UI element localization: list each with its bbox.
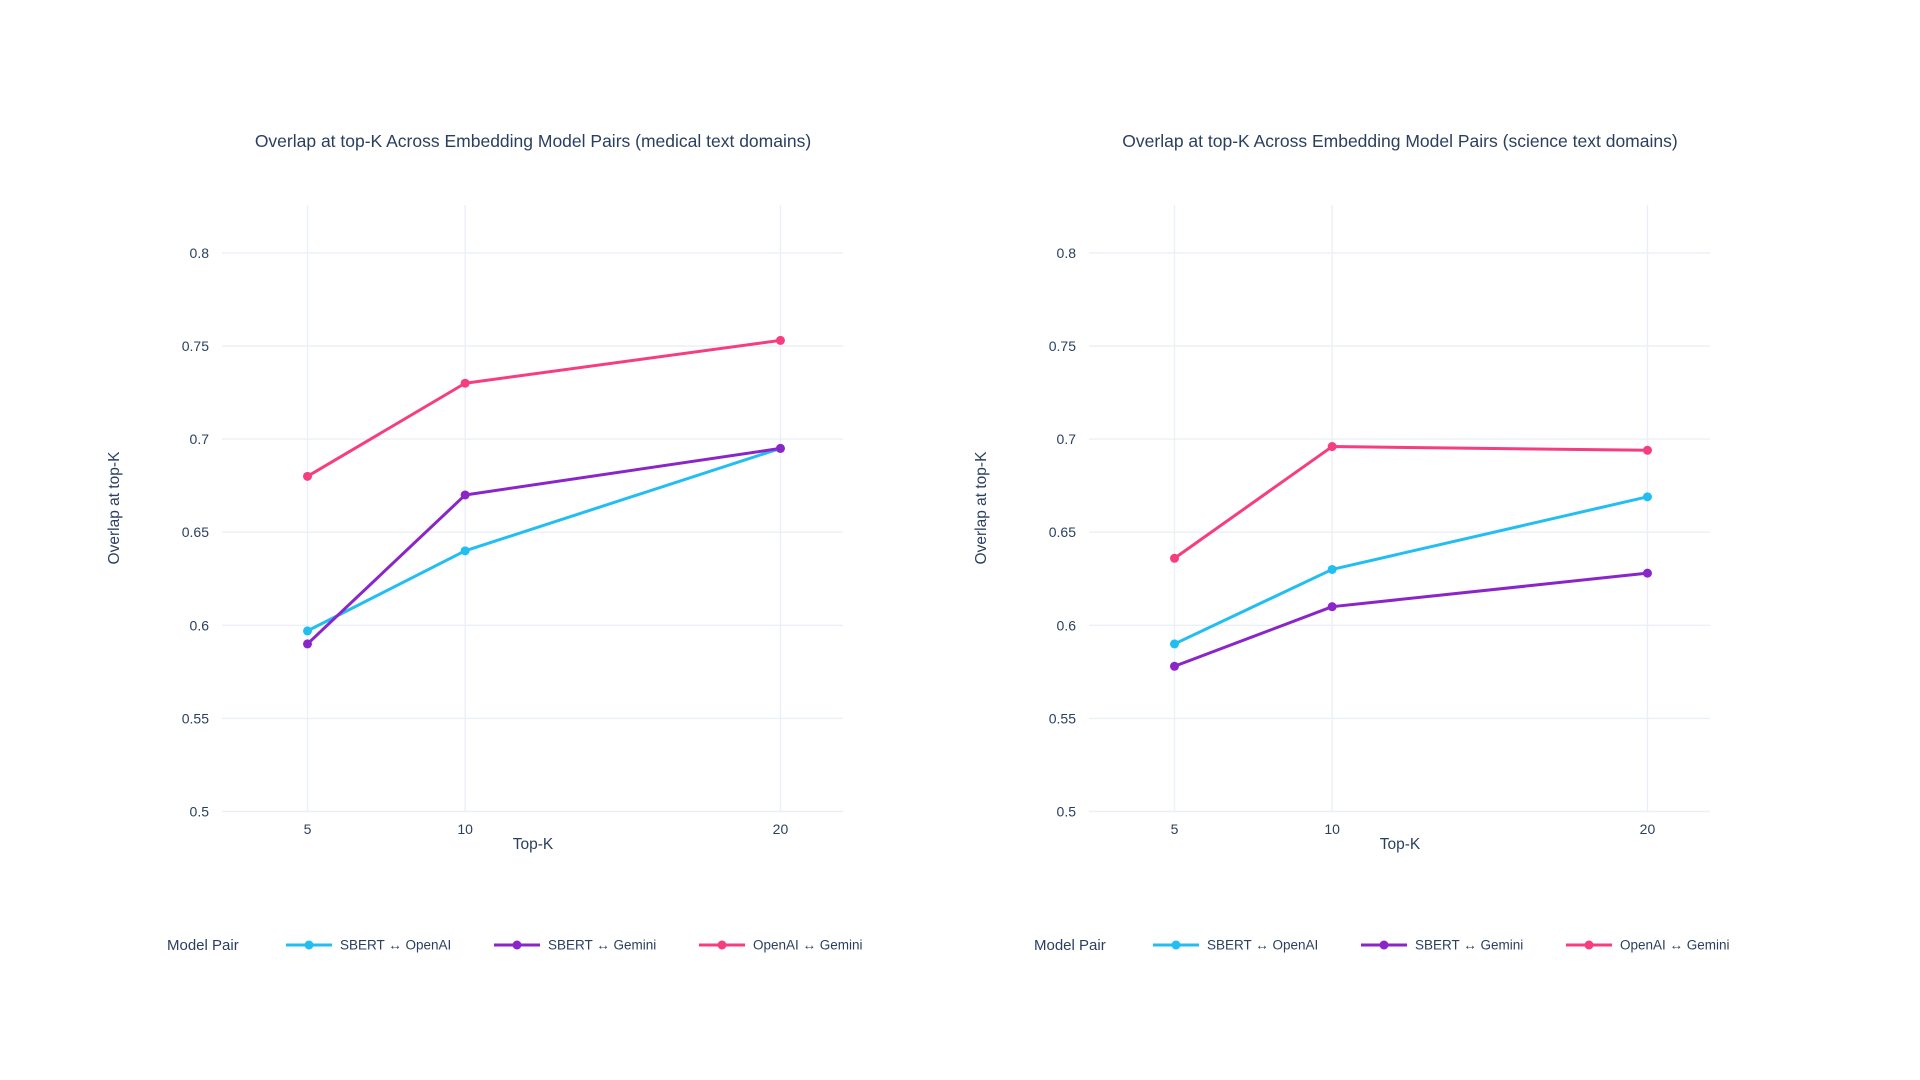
legend-item-label: SBERT ↔ OpenAI <box>340 938 451 953</box>
data-point-sbert-openai-k10[interactable] <box>460 546 470 556</box>
legend-title: Model Pair <box>167 937 239 954</box>
y-axis-title: Overlap at top-K <box>973 451 990 565</box>
legend-marker-dot <box>512 940 522 950</box>
legend-item-sbert-openai[interactable]: SBERT ↔ OpenAI <box>286 938 451 953</box>
y-tick-label: 0.65 <box>182 524 209 540</box>
data-point-sbert-openai-k5[interactable] <box>1170 639 1179 649</box>
y-tick-label: 0.6 <box>1057 617 1077 633</box>
data-point-openai-gemini-k20[interactable] <box>1642 445 1652 455</box>
legend-item-label: SBERT ↔ OpenAI <box>1207 938 1318 953</box>
y-tick-label: 0.75 <box>1049 338 1076 354</box>
legend-item-label: SBERT ↔ Gemini <box>548 938 656 953</box>
y-tick-label: 0.5 <box>1057 804 1077 820</box>
legend-item-sbert-gemini[interactable]: SBERT ↔ Gemini <box>1361 938 1523 953</box>
data-point-sbert-gemini-k20[interactable] <box>1642 568 1652 578</box>
data-point-sbert-openai-k5[interactable] <box>303 626 312 636</box>
legend-item-openai-gemini[interactable]: OpenAI ↔ Gemini <box>1566 938 1730 953</box>
y-tick-label: 0.55 <box>182 710 209 726</box>
chart-medical-text-domains: 0.5 0.55 0.6 0.65 0.7 0.75 0.8 5 10 20 Overlap at … <box>106 131 863 954</box>
y-tick-label: 0.7 <box>1057 431 1077 447</box>
series-line-sbert-gemini[interactable] <box>306 446 782 646</box>
data-point-sbert-gemini-k5[interactable] <box>303 639 312 649</box>
legend-item-label: OpenAI ↔ Gemini <box>753 938 863 953</box>
y-tick-label: 0.55 <box>1049 710 1076 726</box>
data-point-sbert-gemini-k5[interactable] <box>1170 661 1179 671</box>
series-line-sbert-openai[interactable] <box>306 446 782 633</box>
chart-title: Overlap at top-K Across Embedding Model … <box>1122 131 1677 151</box>
data-point-sbert-openai-k20[interactable] <box>1642 492 1652 502</box>
x-tick-label: 20 <box>773 821 789 837</box>
chart-science-text-domains: 0.5 0.55 0.6 0.65 0.7 0.75 0.8 5 10 20 Overlap at … <box>973 131 1730 954</box>
data-point-openai-gemini-k5[interactable] <box>303 471 312 481</box>
legend-marker-dot <box>1379 940 1389 950</box>
data-point-openai-gemini-k20[interactable] <box>775 335 785 345</box>
y-tick-label: 0.65 <box>1049 524 1076 540</box>
legend-item-sbert-openai[interactable]: SBERT ↔ OpenAI <box>1153 938 1318 953</box>
data-point-sbert-gemini-k10[interactable] <box>460 490 470 500</box>
data-point-openai-gemini-k10[interactable] <box>1327 442 1337 452</box>
data-point-openai-gemini-k5[interactable] <box>1170 553 1179 563</box>
series-line-sbert-gemini[interactable] <box>1173 571 1649 668</box>
legend-marker-dot <box>717 940 727 950</box>
y-tick-label: 0.75 <box>182 338 209 354</box>
x-tick-label: 5 <box>304 821 312 837</box>
data-point-sbert-gemini-k10[interactable] <box>1327 602 1337 612</box>
x-tick-label: 10 <box>1324 821 1340 837</box>
legend-marker-dot <box>304 940 314 950</box>
y-tick-label: 0.7 <box>190 431 210 447</box>
x-tick-label: 20 <box>1640 821 1656 837</box>
x-axis-title: Top-K <box>513 836 554 853</box>
y-tick-label: 0.8 <box>1057 245 1077 261</box>
series-line-openai-gemini[interactable] <box>1173 445 1649 560</box>
legend-item-label: SBERT ↔ Gemini <box>1415 938 1523 953</box>
legend: Model Pair SBERT ↔ OpenAI SBERT ↔ Gemini Op… <box>1034 937 1730 954</box>
legend-item-openai-gemini[interactable]: OpenAI ↔ Gemini <box>699 938 863 953</box>
legend-marker-dot <box>1584 940 1594 950</box>
legend-title: Model Pair <box>1034 937 1106 954</box>
legend: Model Pair SBERT ↔ OpenAI SBERT ↔ Gemini Op… <box>167 937 863 954</box>
y-axis-title: Overlap at top-K <box>106 451 123 565</box>
x-axis-title: Top-K <box>1380 836 1421 853</box>
legend-item-label: OpenAI ↔ Gemini <box>1620 938 1730 953</box>
data-point-sbert-gemini-k20[interactable] <box>775 443 785 453</box>
legend-item-sbert-gemini[interactable]: SBERT ↔ Gemini <box>494 938 656 953</box>
legend-marker-dot <box>1171 940 1181 950</box>
x-tick-label: 5 <box>1171 821 1179 837</box>
data-point-sbert-openai-k10[interactable] <box>1327 564 1337 574</box>
chart-title: Overlap at top-K Across Embedding Model … <box>255 131 811 151</box>
data-point-openai-gemini-k10[interactable] <box>460 378 470 388</box>
series-line-openai-gemini[interactable] <box>306 338 782 478</box>
y-tick-label: 0.8 <box>190 245 210 261</box>
y-tick-label: 0.6 <box>190 617 210 633</box>
y-tick-label: 0.5 <box>190 804 210 820</box>
x-tick-label: 10 <box>457 821 473 837</box>
series-line-sbert-openai[interactable] <box>1173 495 1649 646</box>
